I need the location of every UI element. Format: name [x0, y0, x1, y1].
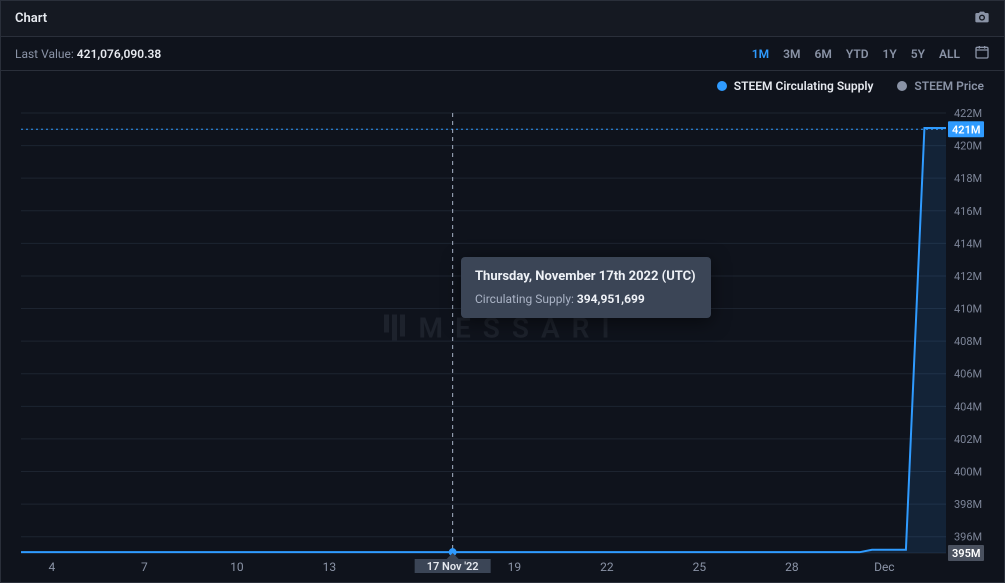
range-ytd[interactable]: YTD: [846, 47, 869, 61]
legend-swatch-price: [897, 81, 907, 91]
svg-text:402M: 402M: [954, 433, 982, 446]
svg-text:422M: 422M: [954, 107, 982, 120]
tooltip: Thursday, November 17th 2022 (UTC) Circu…: [461, 257, 711, 318]
svg-text:418M: 418M: [954, 172, 982, 185]
svg-text:412M: 412M: [954, 270, 982, 283]
calendar-icon[interactable]: [974, 44, 990, 64]
chart-area[interactable]: MESSARI 395M396M398M400M402M404M406M408M…: [1, 93, 1004, 582]
panel-header: Chart: [1, 1, 1004, 37]
legend-item-supply[interactable]: STEEM Circulating Supply: [717, 79, 874, 93]
svg-text:414M: 414M: [954, 237, 982, 250]
svg-text:28: 28: [785, 560, 799, 573]
tooltip-row: Circulating Supply: 394,951,699: [475, 292, 697, 306]
chart-panel: Chart Last Value: 421,076,090.38 1M 3M 6M Y…: [0, 0, 1005, 583]
svg-text:10: 10: [230, 560, 244, 573]
svg-text:25: 25: [693, 560, 707, 573]
svg-text:19: 19: [508, 560, 522, 573]
svg-text:396M: 396M: [954, 531, 982, 544]
legend-swatch-supply: [717, 81, 727, 91]
tooltip-title: Thursday, November 17th 2022 (UTC): [475, 269, 697, 284]
svg-text:13: 13: [323, 560, 337, 573]
svg-text:398M: 398M: [954, 498, 982, 511]
range-1m[interactable]: 1M: [752, 47, 769, 61]
subheader: Last Value: 421,076,090.38 1M 3M 6M YTD 1Y 5Y…: [1, 37, 1004, 71]
legend-label-price: STEEM Price: [914, 79, 984, 93]
svg-text:400M: 400M: [954, 466, 982, 479]
svg-text:406M: 406M: [954, 368, 982, 381]
panel-title: Chart: [15, 11, 47, 26]
svg-text:17 Nov '22: 17 Nov '22: [427, 560, 479, 573]
range-selector: 1M 3M 6M YTD 1Y 5Y ALL: [752, 44, 990, 64]
chart-svg: 395M 396M 398M 400M 402M 404M 406M 408M 410M 412M…: [1, 93, 1005, 573]
screenshot-icon[interactable]: [974, 9, 990, 28]
last-value: Last Value: 421,076,090.38: [15, 47, 161, 61]
range-5y[interactable]: 5Y: [911, 47, 925, 61]
range-1y[interactable]: 1Y: [883, 47, 897, 61]
svg-text:404M: 404M: [954, 400, 982, 413]
svg-text:408M: 408M: [954, 335, 982, 348]
last-value-label: Last Value:: [15, 47, 74, 61]
svg-text:22: 22: [600, 560, 614, 573]
svg-text:420M: 420M: [954, 140, 982, 153]
svg-text:Dec: Dec: [874, 560, 895, 573]
svg-text:416M: 416M: [954, 205, 982, 218]
svg-text:7: 7: [141, 560, 148, 573]
range-all[interactable]: ALL: [939, 47, 960, 61]
legend: STEEM Circulating Supply STEEM Price: [1, 71, 1004, 93]
last-value-number: 421,076,090.38: [77, 47, 161, 61]
svg-text:410M: 410M: [954, 303, 982, 316]
legend-label-supply: STEEM Circulating Supply: [734, 79, 874, 93]
range-3m[interactable]: 3M: [783, 47, 800, 61]
range-6m[interactable]: 6M: [815, 47, 832, 61]
svg-text:4: 4: [48, 560, 55, 573]
legend-item-price[interactable]: STEEM Price: [897, 79, 984, 93]
svg-text:421M: 421M: [952, 123, 980, 136]
svg-text:395M: 395M: [952, 547, 980, 560]
